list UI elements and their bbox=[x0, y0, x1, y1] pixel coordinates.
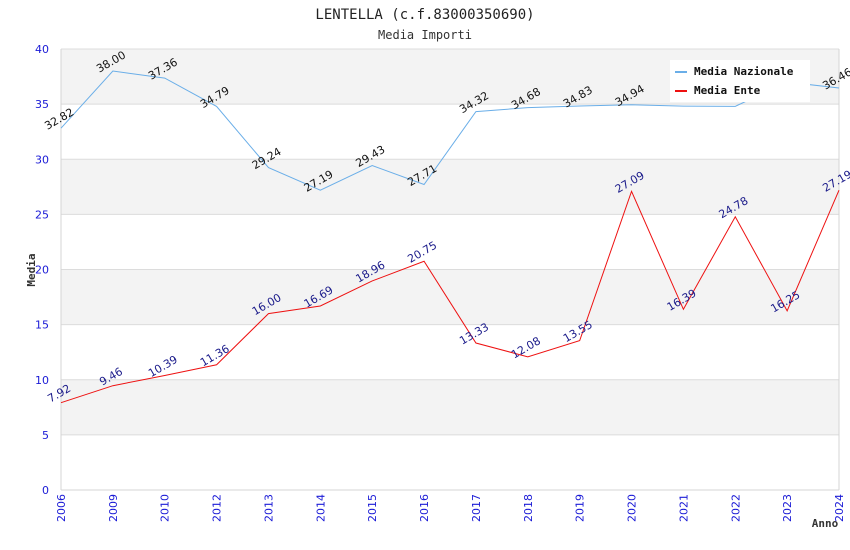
y-tick-label: 20 bbox=[35, 264, 49, 277]
x-tick-label: 2012 bbox=[211, 494, 224, 522]
x-tick-label: 2009 bbox=[107, 494, 120, 522]
y-tick-label: 25 bbox=[35, 208, 49, 221]
background-band bbox=[61, 159, 839, 215]
y-axis-label: Media bbox=[25, 253, 38, 286]
series-line-media-nazionale bbox=[60, 70, 840, 191]
chart-title: LENTELLA (c.f.83000350690) bbox=[315, 7, 534, 23]
legend: Media Nazionale Media Ente bbox=[670, 60, 810, 102]
x-tick-label: 2024 bbox=[833, 494, 846, 522]
background-band bbox=[61, 434, 839, 490]
x-tick-label: 2022 bbox=[729, 494, 742, 522]
legend-label-media-nazionale: Media Nazionale bbox=[694, 65, 794, 78]
x-tick-label: 2020 bbox=[626, 494, 639, 522]
y-tick-label: 30 bbox=[35, 153, 49, 166]
y-tick-label: 10 bbox=[35, 374, 49, 387]
y-tick-labels: 0 5 10 15 20 25 30 35 40 bbox=[35, 43, 49, 497]
x-tick-label: 2015 bbox=[366, 494, 379, 522]
series-line-media-ente bbox=[60, 189, 840, 404]
background-bands bbox=[61, 49, 839, 490]
x-axis-label: Anno bbox=[812, 517, 839, 530]
x-tick-label: 2006 bbox=[55, 494, 68, 522]
background-band bbox=[61, 269, 839, 325]
y-tick-label: 15 bbox=[35, 319, 49, 332]
x-tick-label: 2014 bbox=[314, 494, 327, 522]
background-band bbox=[61, 214, 839, 270]
y-tick-label: 5 bbox=[42, 429, 49, 442]
legend-background bbox=[670, 60, 810, 102]
x-tick-label: 2021 bbox=[677, 494, 690, 522]
background-band bbox=[61, 324, 839, 380]
x-tick-label: 2018 bbox=[522, 494, 535, 522]
background-band bbox=[61, 379, 839, 435]
background-band bbox=[61, 104, 839, 160]
x-tick-label: 2013 bbox=[262, 494, 275, 522]
y-tick-label: 40 bbox=[35, 43, 49, 56]
x-tick-label: 2017 bbox=[470, 494, 483, 522]
y-tick-label: 35 bbox=[35, 98, 49, 111]
x-tick-label: 2023 bbox=[781, 494, 794, 522]
chart-subtitle: Media Importi bbox=[378, 28, 472, 42]
legend-label-media-ente: Media Ente bbox=[694, 84, 761, 97]
x-tick-label: 2010 bbox=[159, 494, 172, 522]
x-tick-label: 2019 bbox=[574, 494, 587, 522]
x-tick-label: 2016 bbox=[418, 494, 431, 522]
y-tick-label: 0 bbox=[42, 484, 49, 497]
x-tick-labels: 2006 2009 2010 2012 2013 2014 2015 2016 2017 2018… bbox=[55, 494, 846, 522]
